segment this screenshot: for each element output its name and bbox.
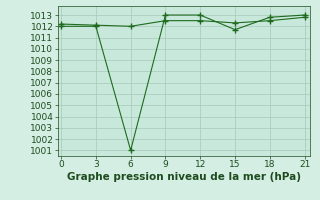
X-axis label: Graphe pression niveau de la mer (hPa): Graphe pression niveau de la mer (hPa) xyxy=(67,172,301,182)
